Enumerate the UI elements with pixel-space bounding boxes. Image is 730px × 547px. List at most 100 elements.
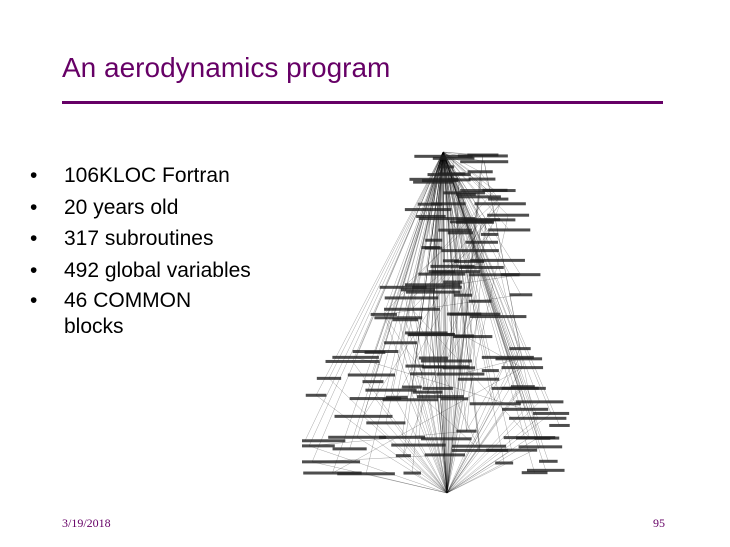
node-label [413, 180, 454, 184]
edge [446, 336, 473, 494]
edge [442, 151, 538, 439]
node-label [446, 312, 482, 316]
node-label [457, 154, 508, 158]
edge [442, 151, 470, 262]
node-label [385, 395, 408, 399]
edge [437, 388, 448, 494]
node-label [501, 386, 539, 390]
edge [445, 366, 447, 439]
edge [442, 151, 482, 268]
node-label [469, 315, 527, 319]
edge [486, 203, 501, 221]
node-label [442, 366, 476, 370]
node-label [447, 231, 473, 235]
node-label [425, 238, 443, 242]
edge [434, 151, 444, 368]
edge [328, 378, 448, 494]
node-label [400, 288, 436, 292]
node-label [424, 453, 466, 457]
edge [442, 151, 447, 362]
edge [464, 335, 523, 368]
node-label [418, 217, 476, 221]
node-label [412, 390, 443, 394]
edge [442, 151, 481, 302]
edge [446, 438, 448, 494]
edge [363, 151, 444, 417]
edge [460, 358, 519, 375]
edge [442, 151, 509, 358]
node-label [456, 220, 495, 224]
edge [442, 151, 543, 439]
node-label [378, 435, 426, 439]
node-label [509, 293, 533, 297]
edge [446, 462, 505, 494]
node-label [521, 471, 548, 475]
node-label [454, 259, 485, 263]
edge [403, 203, 501, 456]
edge [446, 403, 496, 494]
edge [414, 151, 444, 367]
edge [442, 151, 519, 359]
node-label [349, 397, 402, 401]
call-graph [302, 151, 570, 494]
edge [401, 437, 448, 494]
edge [365, 151, 444, 474]
node-label [440, 397, 469, 401]
edge [355, 357, 526, 410]
edge [466, 357, 509, 432]
edge [444, 179, 460, 455]
bullet: 106KLOC Fortran [30, 160, 251, 192]
edge [442, 151, 448, 219]
node-label [392, 318, 419, 322]
edge [352, 361, 448, 494]
node-label [409, 372, 436, 376]
node-label [430, 264, 475, 268]
node-label [443, 280, 463, 284]
node-label [404, 208, 452, 212]
edge [439, 180, 448, 494]
edge [442, 151, 447, 439]
bullet-list: 106KLOC Fortran 20 years old 317 subrout… [30, 160, 251, 340]
edge [446, 446, 541, 494]
node-label [420, 359, 472, 363]
edge [412, 472, 448, 494]
edge [309, 445, 448, 494]
node-label [384, 341, 417, 345]
edge [445, 295, 464, 367]
edge [352, 151, 444, 362]
node-label [347, 373, 395, 377]
node-label [432, 156, 475, 160]
edge [442, 151, 541, 447]
node-label [302, 439, 346, 443]
node-label [480, 232, 499, 236]
node-label [305, 393, 327, 397]
node-label [452, 335, 493, 339]
edge [432, 292, 446, 367]
node-label [451, 444, 507, 448]
edge [366, 473, 448, 494]
node-label [382, 398, 439, 402]
edge [446, 358, 519, 494]
node-label [458, 377, 500, 381]
edge [410, 151, 444, 400]
edge [315, 395, 448, 494]
edge [446, 388, 521, 494]
node-label [405, 364, 424, 368]
node-label [403, 471, 421, 475]
node-label [437, 165, 455, 169]
node-label [481, 355, 534, 359]
node-label [302, 444, 335, 448]
node-label [384, 307, 440, 311]
node-label [488, 228, 531, 232]
edge [390, 151, 444, 391]
slide-title: An aerodynamics program [62, 52, 391, 83]
node-label [395, 454, 411, 458]
node-label [332, 447, 367, 451]
node-label [502, 407, 549, 411]
edge [442, 151, 481, 451]
node-label [303, 471, 362, 475]
node-label [417, 202, 443, 206]
node-label [418, 356, 448, 360]
edge [375, 151, 444, 399]
